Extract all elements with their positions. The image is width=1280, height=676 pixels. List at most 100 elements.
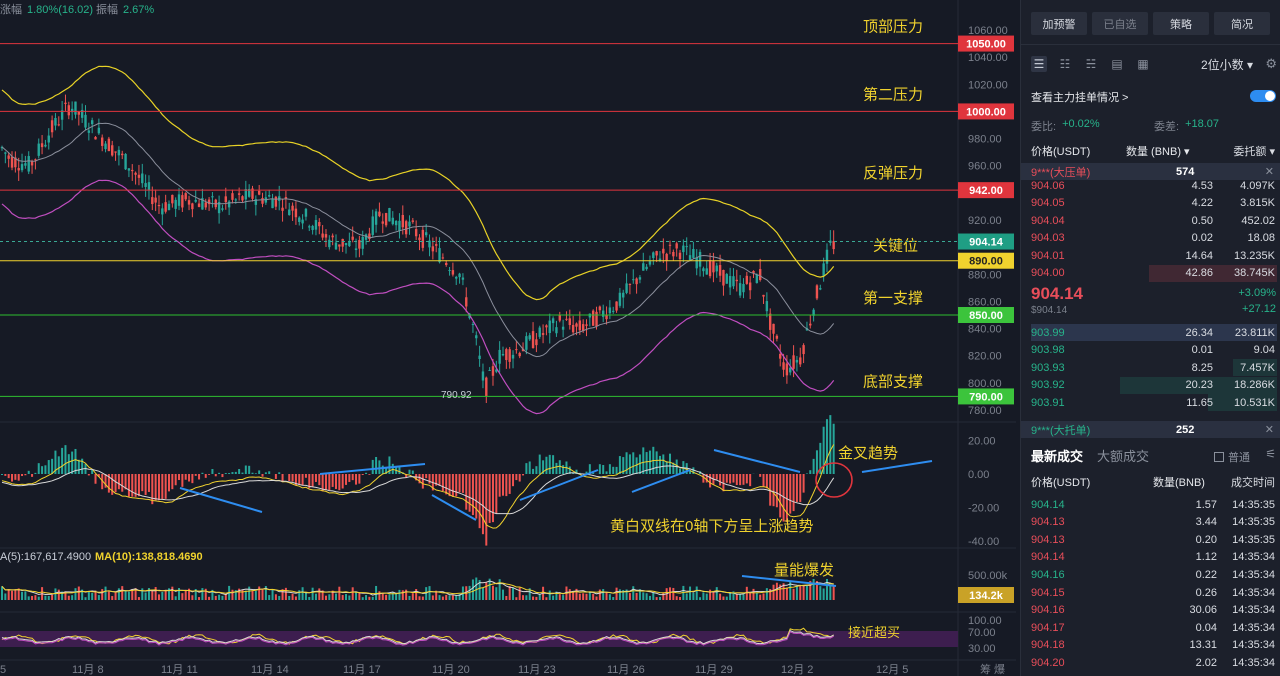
volume-bar	[7, 589, 10, 600]
candle-body	[147, 182, 151, 191]
ask-row[interactable]: 904.05 4.22 3.815K	[1031, 195, 1277, 212]
volume-bar	[87, 591, 90, 600]
grid-view-icon[interactable]: ▦	[1137, 57, 1149, 71]
tab-large-trades[interactable]: 大额成交	[1097, 449, 1150, 464]
bid-row[interactable]: 903.92 20.23 18.286K	[1031, 376, 1277, 394]
bids-view-icon[interactable]: ☷	[1059, 57, 1071, 71]
volume-bar	[345, 594, 348, 600]
macd-bar	[81, 458, 84, 474]
trend-arrow	[319, 463, 426, 475]
kline-chart[interactable]: 涨幅 1.80%(16.02) 振幅 2.67% 1060.00 1040.00 1020.…	[0, 0, 1016, 676]
asks-view-icon[interactable]: ☵	[1085, 57, 1097, 71]
trend-arrow	[713, 449, 801, 473]
price-level-label: 第二压力	[863, 85, 923, 103]
macd-bar	[762, 474, 765, 487]
watchlist-button[interactable]: 已自选	[1092, 12, 1148, 35]
volume-bar	[812, 578, 815, 600]
macd-bar	[545, 456, 548, 474]
macd-bar	[451, 474, 454, 497]
candle-body	[40, 143, 44, 148]
strategy-button[interactable]: 策略	[1153, 12, 1209, 35]
macd-bar	[137, 474, 140, 497]
main-orders-toggle[interactable]	[1250, 90, 1276, 102]
candle-body	[451, 270, 455, 275]
trade-row: 904.14 1.57 14:35:35	[1031, 496, 1277, 513]
candle-body	[769, 313, 772, 330]
macd-tick: 0.00	[968, 469, 989, 481]
volume-bar	[188, 588, 191, 600]
macd-bar	[147, 474, 150, 492]
volume-bar	[832, 585, 835, 600]
mid-price: 904.14	[1031, 284, 1083, 303]
both-sides-view-icon[interactable]: ☰	[1031, 56, 1047, 72]
macd-bar	[7, 474, 10, 479]
main-orders-link[interactable]: 查看主力挂单情况 >	[1031, 92, 1129, 104]
bid-row[interactable]: 903.91 11.65 10.531K	[1031, 394, 1277, 411]
volume-bar	[338, 586, 341, 600]
volume-bar	[829, 584, 832, 600]
volume-bar	[321, 590, 324, 600]
candle-body	[421, 229, 425, 248]
candle-body	[177, 194, 181, 206]
macd-bar	[157, 474, 160, 501]
normal-filter[interactable]: 普通	[1214, 449, 1250, 465]
candle-body	[30, 161, 34, 166]
trade-qty: 2.02	[1195, 656, 1217, 669]
macd-bar	[57, 456, 60, 474]
volume-bar	[592, 593, 595, 600]
ask-row[interactable]: 904.00 42.86 38.745K	[1031, 264, 1277, 282]
volume-bar	[368, 596, 371, 600]
checkbox[interactable]	[1214, 452, 1224, 462]
trade-qty: 0.22	[1195, 568, 1217, 581]
bid-row[interactable]: 903.99 26.34 23.811K	[1031, 324, 1277, 341]
qty-cell: 4.22	[1191, 197, 1213, 209]
macd-bar	[51, 458, 54, 474]
depth-view-icon[interactable]: ▤	[1111, 57, 1123, 71]
ask-row[interactable]: 904.03 0.02 18.08	[1031, 230, 1277, 247]
filter-icon[interactable]: ⚟	[1265, 447, 1276, 461]
candle-body	[187, 200, 191, 205]
col-amount[interactable]: 委托额 ▾	[1233, 145, 1275, 158]
volume-bar	[602, 589, 605, 600]
macd-bar	[815, 450, 818, 474]
tab-latest-trades[interactable]: 最新成交	[1031, 449, 1084, 464]
ask-row[interactable]: 904.01 14.64 13.235K	[1031, 247, 1277, 264]
price-cell: 904.00	[1031, 267, 1065, 279]
close-icon[interactable]: ✕	[1264, 424, 1274, 436]
price-tick: 780.00	[968, 405, 1002, 417]
volume-bar	[141, 588, 144, 600]
macd-bar	[224, 473, 227, 474]
overview-button[interactable]: 简况	[1214, 12, 1270, 35]
settings-gear-icon[interactable]: ⚙	[1265, 56, 1277, 71]
col-qty[interactable]: 数量 (BNB) ▾	[1126, 145, 1190, 158]
bid-row[interactable]: 903.98 0.01 9.04	[1031, 342, 1277, 359]
macd-bar	[204, 474, 207, 478]
candle-body	[351, 236, 354, 240]
candle-body	[531, 331, 535, 348]
macd-bar	[328, 474, 331, 491]
depth-bar	[1031, 324, 1277, 341]
action-buttons: 加预警 已自选 策略 简况	[1031, 12, 1270, 35]
volume-ma10: MA(10):138,818.4690	[95, 551, 203, 563]
big-bid-bar: 9***(大托单) 252 ✕	[1021, 421, 1280, 438]
trade-time: 14:35:34	[1232, 656, 1275, 669]
amount-cell: 452.02	[1241, 214, 1275, 227]
ask-row[interactable]: 904.04 0.50 452.02	[1031, 212, 1277, 229]
big-bid-qty: 252	[1176, 423, 1195, 436]
candle-body	[154, 197, 157, 203]
candle-body	[257, 190, 261, 195]
close-icon[interactable]: ✕	[1264, 166, 1274, 178]
amount-cell: 13.235K	[1234, 249, 1275, 262]
chart-canvas[interactable]: 涨幅 1.80%(16.02) 振幅 2.67% 1060.00 1040.00 1020.…	[0, 0, 1016, 676]
orderbook-header: 价格(USDT) 数量 (BNB) ▾ 委托额 ▾	[1031, 142, 1277, 159]
volume-bar	[618, 589, 621, 600]
volume-bar	[181, 593, 184, 600]
decimals-select[interactable]: 2位小数 ▾	[1200, 57, 1253, 72]
add-alert-button[interactable]: 加预警	[1031, 12, 1087, 35]
macd-bar	[628, 454, 631, 474]
macd-bar	[114, 474, 117, 493]
amount-cell: 38.745K	[1234, 267, 1275, 279]
price-level-tag: 850.00	[958, 307, 1014, 323]
ask-row[interactable]: 904.06 4.53 4.097K	[1031, 177, 1277, 194]
bid-row[interactable]: 903.93 8.25 7.457K	[1031, 359, 1277, 376]
